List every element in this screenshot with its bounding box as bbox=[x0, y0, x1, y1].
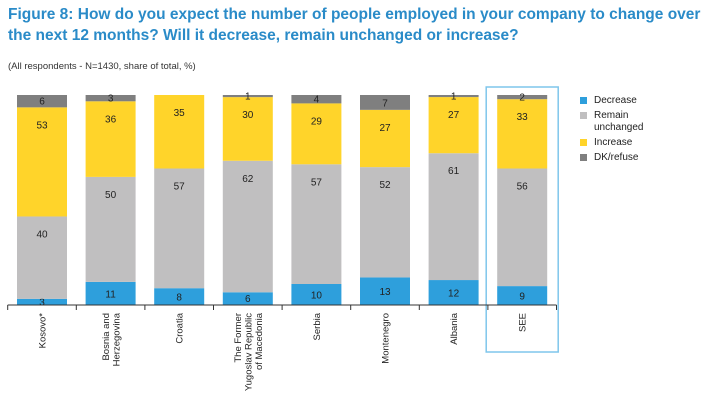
legend-swatch-decrease bbox=[580, 97, 587, 104]
data-label-remain-unchanged-see: 56 bbox=[517, 182, 529, 193]
bar-remain-unchanged-bosnia-and-herzegovina bbox=[85, 176, 136, 282]
x-tick-label-bosnia-and-herzegovina: Bosnia andHerzegovina bbox=[101, 312, 123, 366]
bar-remain-unchanged-montenegro bbox=[360, 167, 410, 278]
data-label-increase-kosovo: 53 bbox=[36, 120, 48, 131]
data-label-dk-refuse-albania: 1 bbox=[451, 92, 457, 103]
x-tick-label-see: SEE bbox=[518, 313, 529, 332]
bar-remain-unchanged-croatia bbox=[154, 168, 205, 289]
data-label-remain-unchanged-croatia: 57 bbox=[174, 182, 186, 193]
legend-item-remain-unchanged: Remain unchanged bbox=[580, 110, 644, 134]
bar-remain-unchanged-the-former-yugoslav-republic-of-macedonia bbox=[222, 160, 273, 293]
bar-decrease-croatia bbox=[154, 288, 205, 305]
legend-label-decrease: Decrease bbox=[594, 95, 637, 106]
highlight-box-see bbox=[485, 86, 559, 353]
legend-item-increase: Increase bbox=[580, 137, 644, 149]
data-label-increase-serbia: 29 bbox=[311, 116, 323, 127]
x-tick-label-the-former-yugoslav-republic-of-macedonia: The FormerYugoslav Republicof Macedonia bbox=[233, 312, 265, 391]
bar-dk-refuse-kosovo bbox=[17, 95, 67, 108]
bar-remain-unchanged-albania bbox=[428, 153, 479, 281]
data-label-decrease-the-former-yugoslav-republic-of-macedonia: 6 bbox=[245, 294, 251, 305]
data-label-decrease-albania: 12 bbox=[448, 289, 460, 300]
data-label-dk-refuse-montenegro: 7 bbox=[382, 98, 388, 109]
bar-dk-refuse-see bbox=[497, 95, 548, 100]
x-tick-label-albania: Albania bbox=[449, 312, 460, 344]
legend-swatch-remain-unchanged bbox=[580, 112, 587, 119]
legend-item-dk-refuse: DK/refuse bbox=[580, 152, 644, 164]
bar-decrease-serbia bbox=[291, 284, 342, 305]
bar-increase-the-former-yugoslav-republic-of-macedonia bbox=[222, 97, 273, 161]
bar-dk-refuse-the-former-yugoslav-republic-of-macedonia bbox=[222, 95, 273, 98]
bar-increase-bosnia-and-herzegovina bbox=[85, 101, 136, 177]
data-label-decrease-bosnia-and-herzegovina: 11 bbox=[105, 289, 116, 300]
data-label-remain-unchanged-albania: 61 bbox=[448, 166, 460, 177]
data-label-decrease-see: 9 bbox=[519, 292, 525, 303]
legend-label-remain-unchanged: Remain unchanged bbox=[594, 110, 644, 133]
legend-swatch-increase bbox=[580, 139, 587, 146]
data-label-increase-see: 33 bbox=[517, 112, 529, 123]
bar-remain-unchanged-kosovo bbox=[17, 216, 67, 299]
bar-increase-croatia bbox=[154, 95, 205, 169]
data-label-decrease-croatia: 8 bbox=[176, 293, 182, 304]
data-label-increase-croatia: 35 bbox=[174, 108, 186, 119]
legend-item-decrease: Decrease bbox=[580, 95, 644, 107]
bar-dk-refuse-serbia bbox=[291, 95, 342, 104]
bar-increase-see bbox=[497, 99, 548, 169]
x-tick-label-serbia: Serbia bbox=[312, 312, 323, 340]
data-label-dk-refuse-see: 2 bbox=[519, 93, 525, 104]
data-label-dk-refuse-the-former-yugoslav-republic-of-macedonia: 1 bbox=[245, 92, 251, 103]
data-label-remain-unchanged-serbia: 57 bbox=[311, 177, 323, 188]
x-tick-label-croatia: Croatia bbox=[175, 312, 186, 343]
data-label-decrease-montenegro: 13 bbox=[379, 287, 391, 298]
bar-decrease-bosnia-and-herzegovina bbox=[85, 281, 136, 305]
bar-dk-refuse-albania bbox=[428, 95, 479, 98]
chart-legend: Decrease Remain unchanged Increase DK/refuse bbox=[580, 95, 644, 167]
data-label-increase-the-former-yugoslav-republic-of-macedonia: 30 bbox=[242, 110, 254, 121]
data-label-remain-unchanged-the-former-yugoslav-republic-of-macedonia: 62 bbox=[242, 174, 254, 185]
bar-decrease-kosovo bbox=[17, 298, 67, 305]
legend-label-increase: Increase bbox=[594, 137, 633, 148]
data-label-increase-montenegro: 27 bbox=[379, 123, 391, 134]
x-tick-label-kosovo: Kosovo* bbox=[38, 313, 49, 349]
x-tick-label-montenegro: Montenegro bbox=[381, 313, 392, 364]
chart-subtitle: (All respondents - N=1430, share of tota… bbox=[8, 61, 196, 72]
bar-remain-unchanged-see bbox=[497, 168, 548, 287]
bar-dk-refuse-montenegro bbox=[360, 95, 410, 110]
legend-swatch-dk-refuse bbox=[580, 154, 587, 161]
data-label-dk-refuse-bosnia-and-herzegovina: 3 bbox=[108, 94, 114, 105]
data-label-increase-albania: 27 bbox=[448, 110, 460, 121]
data-label-increase-bosnia-and-herzegovina: 36 bbox=[105, 114, 117, 125]
bar-decrease-montenegro bbox=[360, 277, 410, 305]
bar-dk-refuse-bosnia-and-herzegovina bbox=[85, 95, 136, 102]
data-label-remain-unchanged-bosnia-and-herzegovina: 50 bbox=[105, 190, 117, 201]
data-label-decrease-kosovo: 3 bbox=[39, 297, 45, 308]
data-label-remain-unchanged-kosovo: 40 bbox=[36, 229, 48, 240]
bar-decrease-see bbox=[497, 286, 548, 305]
chart-title: Figure 8: How do you expect the number o… bbox=[8, 6, 701, 44]
data-label-dk-refuse-serbia: 4 bbox=[314, 95, 320, 106]
bar-decrease-albania bbox=[428, 280, 479, 305]
bar-decrease-the-former-yugoslav-republic-of-macedonia bbox=[222, 292, 273, 305]
bar-increase-kosovo bbox=[17, 107, 67, 217]
bar-increase-serbia bbox=[291, 103, 342, 165]
data-label-decrease-serbia: 10 bbox=[311, 291, 323, 302]
data-label-dk-refuse-kosovo: 6 bbox=[39, 97, 45, 108]
bar-increase-albania bbox=[428, 97, 479, 154]
data-label-remain-unchanged-montenegro: 52 bbox=[379, 180, 391, 191]
bar-remain-unchanged-serbia bbox=[291, 164, 342, 284]
legend-label-dk-refuse: DK/refuse bbox=[594, 152, 639, 163]
bar-increase-montenegro bbox=[360, 109, 410, 168]
